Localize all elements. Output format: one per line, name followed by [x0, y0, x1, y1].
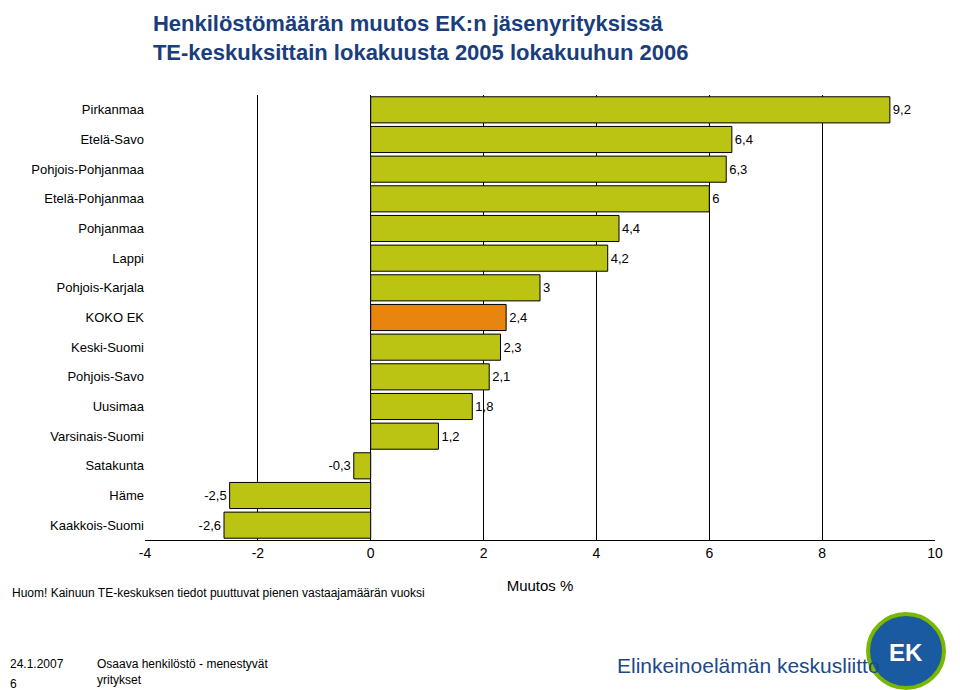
svg-text:yritykset: yritykset	[97, 673, 142, 687]
svg-text:Pohjanmaa: Pohjanmaa	[78, 221, 145, 236]
svg-text:Pohjois-Karjala: Pohjois-Karjala	[57, 280, 145, 295]
svg-text:Huom! Kainuun TE-keskuksen tie: Huom! Kainuun TE-keskuksen tiedot puuttu…	[12, 586, 425, 600]
svg-text:Osaava henkilöstö - menestyvät: Osaava henkilöstö - menestyvät	[97, 657, 268, 671]
svg-text:Pohjois-Savo: Pohjois-Savo	[67, 369, 144, 384]
svg-text:-4: -4	[139, 545, 152, 561]
svg-text:2,1: 2,1	[492, 369, 510, 384]
svg-text:6: 6	[10, 677, 17, 690]
svg-text:Muutos %: Muutos %	[507, 577, 574, 594]
svg-text:Lappi: Lappi	[112, 251, 144, 266]
svg-text:6: 6	[705, 545, 713, 561]
svg-text:Pohjois-Pohjanmaa: Pohjois-Pohjanmaa	[31, 162, 145, 177]
svg-text:6,3: 6,3	[729, 162, 747, 177]
svg-text:10: 10	[927, 545, 943, 561]
svg-text:24.1.2007: 24.1.2007	[10, 657, 64, 671]
svg-text:-2: -2	[252, 545, 265, 561]
svg-text:KOKO EK: KOKO EK	[85, 310, 144, 325]
svg-text:Kaakkois-Suomi: Kaakkois-Suomi	[50, 518, 144, 533]
svg-text:4: 4	[593, 545, 601, 561]
svg-text:2,3: 2,3	[504, 340, 522, 355]
svg-text:Elinkeinoelämän keskusliitto: Elinkeinoelämän keskusliitto	[617, 654, 880, 677]
svg-text:Etelä-Pohjanmaa: Etelä-Pohjanmaa	[44, 191, 144, 206]
svg-text:EK: EK	[889, 639, 923, 666]
svg-text:1,2: 1,2	[441, 429, 459, 444]
svg-text:-0,3: -0,3	[328, 458, 350, 473]
svg-text:4,2: 4,2	[611, 251, 629, 266]
svg-text:0: 0	[367, 545, 375, 561]
svg-text:Pirkanmaa: Pirkanmaa	[82, 102, 145, 117]
svg-text:2,4: 2,4	[509, 310, 527, 325]
svg-text:Häme: Häme	[109, 488, 144, 503]
svg-text:-2,5: -2,5	[204, 488, 226, 503]
svg-text:8: 8	[818, 545, 826, 561]
svg-text:1,8: 1,8	[475, 399, 493, 414]
svg-text:2: 2	[480, 545, 488, 561]
svg-text:Henkilöstömäärän muutos EK:n j: Henkilöstömäärän muutos EK:n jäsenyrityk…	[153, 11, 689, 65]
svg-text:Satakunta: Satakunta	[85, 458, 144, 473]
svg-text:6: 6	[712, 191, 719, 206]
svg-text:Varsinais-Suomi: Varsinais-Suomi	[50, 429, 144, 444]
svg-text:Uusimaa: Uusimaa	[93, 399, 145, 414]
svg-text:Etelä-Savo: Etelä-Savo	[80, 132, 144, 147]
svg-text:4,4: 4,4	[622, 221, 640, 236]
svg-text:3: 3	[543, 280, 550, 295]
svg-text:9,2: 9,2	[893, 102, 911, 117]
svg-text:-2,6: -2,6	[199, 518, 221, 533]
svg-text:6,4: 6,4	[735, 132, 753, 147]
svg-text:Keski-Suomi: Keski-Suomi	[71, 340, 144, 355]
